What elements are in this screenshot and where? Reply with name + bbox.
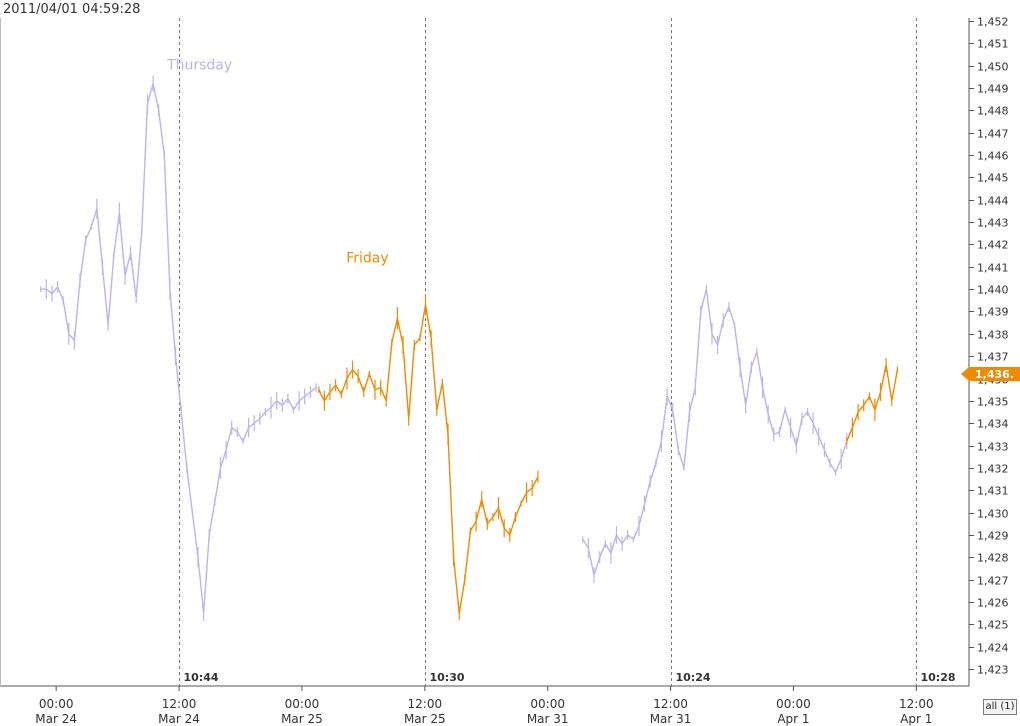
chart-timestamp: 2011/04/01 04:59:28	[3, 2, 141, 17]
y-tick-label: 1,434	[977, 418, 1009, 431]
y-tick-label: 1,443	[977, 217, 1009, 230]
chart-axes: 10:44 10:30 10:24 10:28 1,423 1,424 1,425 1,426…	[0, 16, 1020, 726]
x-tick-time-label: 00:00	[285, 697, 320, 711]
series-line-thursday	[40, 82, 317, 614]
thursday-annotation: Thursday	[166, 58, 232, 74]
friday-annotation: Friday	[346, 250, 388, 266]
y-tick-label: 1,449	[977, 83, 1009, 96]
chart-annotations: Thursday Friday	[166, 58, 389, 267]
y-tick-label: 1,446	[977, 150, 1009, 163]
y-tick-label: 1,433	[977, 441, 1009, 454]
y-tick-label: 1,423	[977, 664, 1009, 677]
x-tick-time-label: 12:00	[899, 697, 934, 711]
session-marker-label: 10:24	[676, 671, 711, 684]
y-tick-label: 1,442	[977, 239, 1009, 252]
y-tick-label: 1,428	[977, 552, 1009, 565]
y-tick-label: 1,450	[977, 61, 1009, 74]
x-tick-time-label: 00:00	[530, 697, 565, 711]
x-tick-time-label: 12:00	[408, 697, 443, 711]
y-tick-label: 1,445	[977, 172, 1009, 185]
x-tick-time-label: 00:00	[39, 697, 74, 711]
x-tick-time-label: 12:00	[653, 697, 688, 711]
session-divider-lines	[179, 18, 917, 686]
y-tick-label: 1,448	[977, 105, 1009, 118]
y-tick-label: 1,437	[977, 351, 1009, 364]
x-tick-time-label: 12:00	[162, 697, 197, 711]
all-scope-button[interactable]: all (1)	[983, 699, 1017, 715]
y-tick-label: 1,431	[977, 485, 1009, 498]
y-tick-label: 1,426	[977, 597, 1009, 610]
y-tick-label: 1,430	[977, 508, 1009, 521]
x-tick-date-label: Mar 25	[281, 712, 323, 726]
session-marker-label: 10:44	[184, 671, 219, 684]
y-tick-label: 1,425	[977, 619, 1009, 632]
x-tick-date-label: Mar 31	[650, 712, 692, 726]
y-tick-label: 1,451	[977, 38, 1009, 51]
last-price-flag	[961, 367, 1020, 382]
series-line-friday	[318, 304, 539, 614]
x-tick-date-label: Apr 1	[777, 712, 809, 726]
x-tick-date-label: Mar 24	[158, 712, 200, 726]
x-tick-date-label: Apr 1	[900, 712, 932, 726]
x-tick-date-label: Mar 31	[527, 712, 569, 726]
price-series	[40, 75, 899, 622]
y-tick-label: 1,444	[977, 195, 1009, 208]
y-tick-label: 1,438	[977, 329, 1009, 342]
series-line-friday	[846, 364, 899, 442]
x-tick-time-label: 00:00	[776, 697, 811, 711]
y-tick-label: 1,452	[977, 16, 1009, 29]
session-marker-label: 10:28	[921, 671, 956, 684]
y-tick-label: 1,441	[977, 262, 1009, 275]
y-tick-label: 1,432	[977, 463, 1009, 476]
series-line-thursday	[582, 288, 848, 576]
y-tick-label: 1,440	[977, 284, 1009, 297]
y-tick-label: 1,435	[977, 396, 1009, 409]
y-tick-label: 1,427	[977, 575, 1009, 588]
session-marker-label: 10:30	[430, 671, 465, 684]
y-tick-label: 1,424	[977, 642, 1009, 655]
y-tick-label: 1,447	[977, 128, 1009, 141]
y-tick-label: 1,439	[977, 306, 1009, 319]
last-price-label: 1,436.	[975, 368, 1014, 381]
y-tick-label: 1,429	[977, 530, 1009, 543]
x-tick-date-label: Mar 25	[404, 712, 446, 726]
x-tick-date-label: Mar 24	[35, 712, 77, 726]
